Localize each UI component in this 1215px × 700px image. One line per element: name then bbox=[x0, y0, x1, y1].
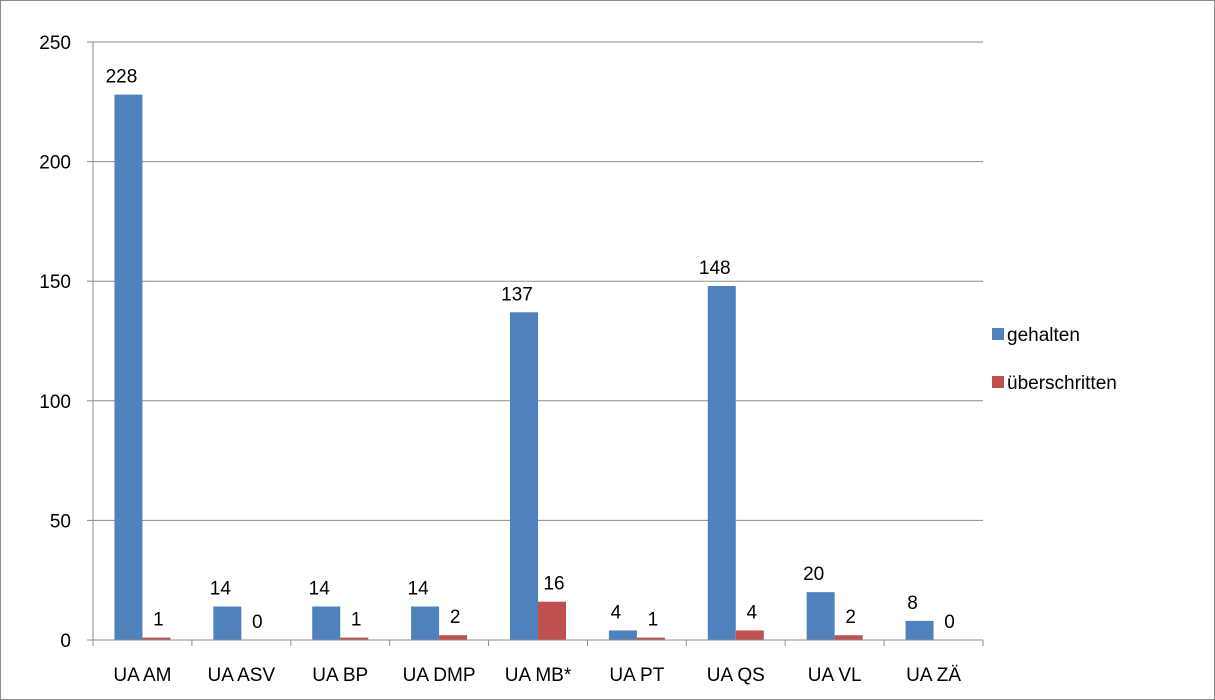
x-tick-label: UA MB* bbox=[505, 665, 572, 686]
bar-gehalten bbox=[905, 620, 934, 640]
bar-gehalten bbox=[608, 630, 637, 640]
bar-gehalten bbox=[312, 606, 341, 640]
data-label: 4 bbox=[746, 602, 757, 623]
y-tick-label: 150 bbox=[39, 272, 71, 293]
data-label: 2 bbox=[845, 607, 856, 628]
data-label: 1 bbox=[153, 610, 164, 631]
bar-überschritten bbox=[834, 635, 863, 640]
bar-gehalten bbox=[806, 592, 835, 640]
legend-label: gehalten bbox=[1007, 325, 1080, 346]
data-label: 14 bbox=[408, 579, 430, 600]
y-tick-label: 250 bbox=[39, 33, 71, 54]
x-tick-label: UA ASV bbox=[208, 665, 276, 686]
bar-überschritten bbox=[142, 637, 171, 640]
bar-überschritten bbox=[735, 630, 764, 640]
bar-gehalten bbox=[213, 606, 242, 640]
data-label: 16 bbox=[543, 574, 564, 595]
bar-gehalten bbox=[114, 94, 143, 640]
data-label: 4 bbox=[611, 602, 622, 623]
data-label: 1 bbox=[351, 610, 362, 631]
x-tick-label: UA QS bbox=[707, 665, 765, 686]
x-tick-label: UA AM bbox=[113, 665, 171, 686]
data-label: 0 bbox=[252, 612, 263, 633]
bar-überschritten bbox=[538, 601, 566, 640]
x-tick-label: UA DMP bbox=[403, 665, 476, 686]
bar-gehalten bbox=[510, 312, 538, 640]
bar-überschritten bbox=[340, 637, 369, 640]
bar-gehalten bbox=[411, 606, 440, 640]
x-tick-label: UA BP bbox=[312, 665, 368, 686]
data-label: 1 bbox=[648, 610, 659, 631]
bars bbox=[114, 94, 934, 640]
y-tick-label: 100 bbox=[39, 392, 71, 413]
y-tick-label: 50 bbox=[50, 511, 71, 532]
data-label: 14 bbox=[210, 579, 232, 600]
legend-label: überschritten bbox=[1007, 373, 1117, 394]
bar-gehalten bbox=[707, 285, 736, 640]
legend-swatch-überschritten bbox=[992, 376, 1004, 388]
data-label: 8 bbox=[907, 593, 918, 614]
y-tick-label: 0 bbox=[60, 631, 71, 652]
legend: gehalten überschritten bbox=[992, 325, 1117, 394]
bar-überschritten bbox=[636, 637, 665, 640]
data-label: 2 bbox=[450, 607, 461, 628]
y-tick-label: 200 bbox=[39, 153, 71, 174]
data-label: 0 bbox=[944, 612, 955, 633]
legend-swatch-gehalten bbox=[992, 328, 1004, 340]
data-label: 20 bbox=[803, 564, 824, 585]
data-label: 148 bbox=[699, 258, 731, 279]
data-label: 228 bbox=[106, 67, 138, 88]
data-label: 137 bbox=[501, 284, 533, 305]
x-tick-label: UA PT bbox=[609, 665, 664, 686]
bar-überschritten bbox=[439, 635, 468, 640]
x-tick-label: UA VL bbox=[808, 665, 862, 686]
x-tick-label: UA ZÄ bbox=[906, 665, 961, 686]
data-label: 14 bbox=[309, 579, 331, 600]
